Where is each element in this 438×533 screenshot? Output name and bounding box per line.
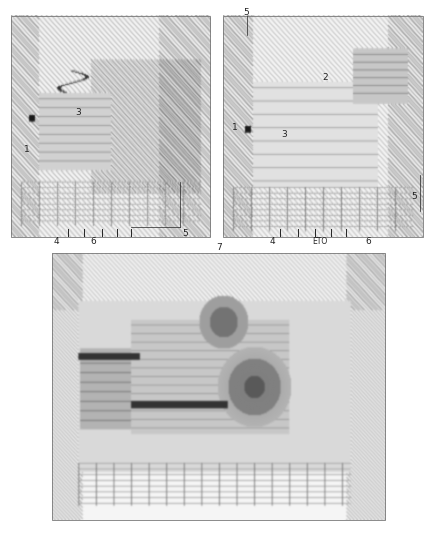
Text: 6: 6 xyxy=(90,237,96,246)
Text: 5: 5 xyxy=(411,192,417,200)
Text: ETO: ETO xyxy=(312,237,327,246)
Text: 3: 3 xyxy=(75,109,81,117)
Text: 7: 7 xyxy=(216,244,222,252)
Text: 6: 6 xyxy=(365,237,371,246)
Text: 1: 1 xyxy=(231,124,237,132)
Bar xyxy=(52,253,385,520)
Bar xyxy=(11,16,210,237)
Text: 2: 2 xyxy=(322,73,328,82)
Text: 4: 4 xyxy=(53,237,59,246)
Text: 5: 5 xyxy=(243,9,249,17)
Text: 5: 5 xyxy=(182,230,188,238)
Text: 4: 4 xyxy=(270,237,275,246)
Text: 1: 1 xyxy=(24,145,30,154)
Text: 3: 3 xyxy=(281,130,287,139)
Bar xyxy=(223,16,423,237)
